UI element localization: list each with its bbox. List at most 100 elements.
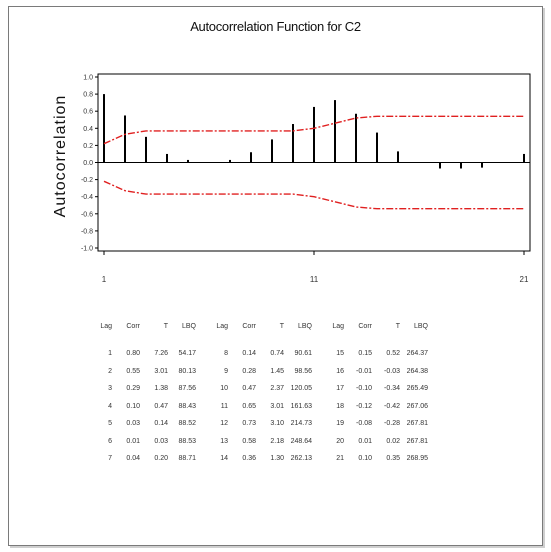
y-tick-label: -0.4: [81, 194, 93, 201]
stats-cell-t: 0.35: [386, 455, 400, 463]
stats-cell-corr: -0.12: [356, 402, 372, 410]
stats-cell-lbq: 88.53: [178, 437, 196, 445]
stats-cell-lbq: 88.43: [178, 402, 196, 410]
stats-header-lbq: LBQ: [297, 323, 312, 330]
x-tick-label: 21: [520, 275, 529, 284]
stats-cell-corr: -0.10: [356, 385, 372, 393]
stats-cell-t: -0.28: [384, 420, 400, 428]
y-tick-label: 0.2: [83, 143, 93, 150]
stats-cell-lag: 7: [108, 455, 112, 463]
stats-cell-t: 1.38: [154, 385, 168, 393]
x-axis: 1 11 21: [102, 251, 529, 284]
stats-cell-corr: 0.36: [242, 455, 256, 463]
acf-bar: [271, 139, 273, 163]
acf-bar: [187, 159, 189, 163]
acf-bar: [397, 151, 399, 163]
stats-cell-corr: 0.28: [242, 367, 256, 375]
y-axis: -1.0 -0.8 -0.6 -0.4 -0.2 0.0 0.2 0.4 0.6 0.8 1.0: [81, 75, 98, 253]
y-tick-label: -0.2: [81, 177, 93, 184]
stats-cell-lbq: 98.56: [294, 367, 312, 375]
stats-cell-lag: 18: [336, 402, 344, 410]
stats-header-lbq: LBQ: [413, 323, 428, 330]
stats-cell-lag: 20: [336, 437, 344, 445]
acf-bar: [376, 132, 378, 163]
stats-cell-lag: 17: [336, 385, 344, 393]
stats-cell-lbq: 248.64: [290, 437, 312, 445]
stats-cell-t: 0.20: [154, 455, 168, 463]
stats-row: 6 0.01 0.03 88.53 13 0.58 2.18 248.64 20 0.01 0.02…: [100, 433, 428, 451]
stats-cell-lag: 5: [108, 420, 112, 428]
stats-cell-t: 0.47: [154, 402, 168, 410]
stats-cell-lag: 10: [220, 385, 228, 393]
acf-bar: [229, 159, 231, 163]
stats-cell-corr: 0.01: [126, 437, 140, 445]
stats-cell-corr: 0.47: [242, 385, 256, 393]
chart-title: Autocorrelation Function for C2: [190, 19, 361, 34]
stats-cell-t: 7.26: [154, 350, 168, 358]
acf-bar: [481, 162, 483, 168]
stats-cell-lbq: 267.81: [406, 437, 428, 445]
x-tick-label: 11: [310, 275, 319, 284]
stats-cell-corr: 0.14: [242, 350, 256, 358]
stats-row: 3 0.29 1.38 87.56 10 0.47 2.37 120.05 17 -0.10 -0.…: [100, 380, 428, 398]
stats-cell-t: 0.74: [270, 350, 284, 358]
acf-bar: [250, 152, 252, 163]
chart-window-frame: [8, 6, 543, 546]
stats-cell-t: 1.30: [270, 455, 284, 463]
stats-cell-t: 0.52: [386, 350, 400, 358]
stats-cell-t: 0.03: [154, 437, 168, 445]
stats-cell-lbq: 264.37: [406, 350, 428, 358]
stats-cell-lag: 11: [220, 402, 228, 410]
acf-bar: [166, 153, 168, 163]
stats-header-lag: Lag: [100, 323, 112, 330]
acf-bar: [292, 124, 294, 163]
stats-cell-lag: 6: [108, 437, 112, 445]
stats-cell-lbq: 262.13: [290, 455, 312, 463]
stats-cell-lbq: 214.73: [290, 420, 312, 428]
stats-cell-lbq: 267.81: [406, 420, 428, 428]
stats-header-lag: Lag: [332, 323, 344, 330]
stats-header-t: T: [279, 323, 284, 330]
stats-header-lbq: LBQ: [181, 323, 196, 330]
stats-cell-corr: -0.08: [356, 420, 372, 428]
x-tick-label: 1: [102, 275, 107, 284]
stats-cell-t: 3.01: [154, 367, 168, 375]
stats-cell-lbq: 90.61: [294, 350, 312, 358]
stats-cell-corr: 0.55: [126, 367, 140, 375]
stats-cell-corr: 0.15: [358, 350, 372, 358]
stats-header-corr: Corr: [126, 323, 140, 330]
acf-bar: [523, 153, 525, 163]
y-tick-label: 0.6: [83, 109, 93, 116]
stats-cell-corr: 0.58: [242, 437, 256, 445]
y-tick-label: -0.6: [81, 211, 93, 218]
stats-cell-lag: 19: [336, 420, 344, 428]
stats-row: 5 0.03 0.14 88.52 12 0.73 3.10 214.73 19 -0.08 -0.…: [100, 415, 428, 433]
acf-bar: [145, 136, 147, 163]
stats-cell-lbq: 80.13: [178, 367, 196, 375]
stats-cell-t: 3.10: [270, 420, 284, 428]
stats-cell-corr: 0.03: [126, 420, 140, 428]
stats-cell-lag: 9: [224, 367, 228, 375]
stats-cell-t: 2.37: [270, 385, 284, 393]
acf-bars: [103, 94, 525, 169]
stats-cell-lag: 3: [108, 385, 112, 393]
stats-cell-lbq: 120.05: [290, 385, 312, 393]
stats-cell-t: -0.34: [384, 385, 400, 393]
stats-header-corr: Corr: [242, 323, 256, 330]
stats-cell-t: -0.03: [384, 367, 400, 375]
stats-cell-lag: 1: [108, 350, 112, 358]
acf-statistics-table: Lag Corr T LBQ Lag Corr T LBQ Lag Corr T LBQ 1 0.80 7.…: [100, 323, 428, 468]
stats-cell-lag: 2: [108, 367, 112, 375]
stats-cell-t: 0.02: [386, 437, 400, 445]
stats-cell-corr: 0.73: [242, 420, 256, 428]
stats-cell-lbq: 88.52: [178, 420, 196, 428]
stats-cell-corr: -0.01: [356, 367, 372, 375]
y-tick-label: -1.0: [81, 246, 93, 253]
stats-cell-lbq: 161.63: [290, 402, 312, 410]
stats-row: 2 0.55 3.01 80.13 9 0.28 1.45 98.56 16 -0.01 -0.03…: [100, 363, 428, 381]
acf-bar: [355, 113, 357, 163]
y-tick-label: -0.8: [81, 228, 93, 235]
upper-significance-limit: [103, 115, 524, 145]
y-tick-label: 0.0: [83, 160, 93, 167]
